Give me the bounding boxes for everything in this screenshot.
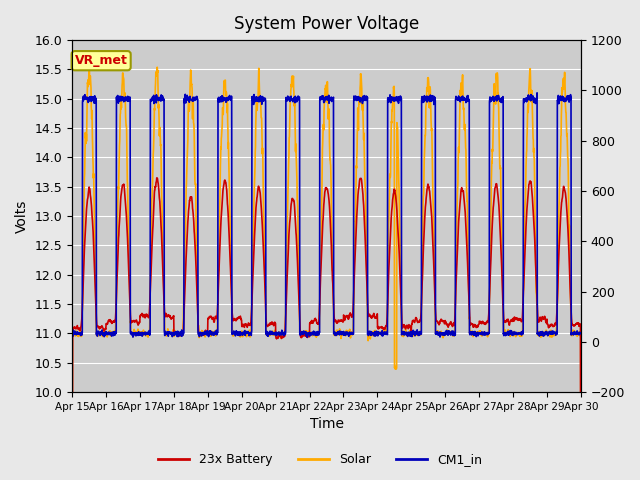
Legend: 23x Battery, Solar, CM1_in: 23x Battery, Solar, CM1_in bbox=[153, 448, 487, 471]
Y-axis label: Volts: Volts bbox=[15, 199, 29, 233]
Text: VR_met: VR_met bbox=[75, 54, 127, 67]
X-axis label: Time: Time bbox=[310, 418, 344, 432]
Title: System Power Voltage: System Power Voltage bbox=[234, 15, 419, 33]
